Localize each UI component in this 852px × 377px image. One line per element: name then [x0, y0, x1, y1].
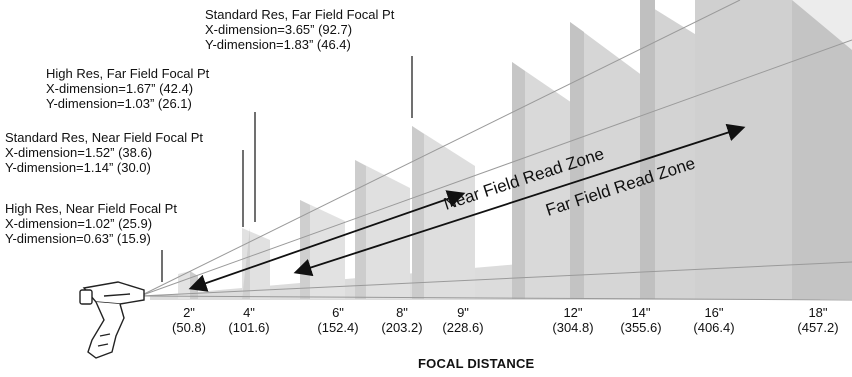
- tick-mm: (101.6): [228, 320, 270, 335]
- tick-inch: 8": [396, 305, 408, 320]
- panel-18in-dark: [792, 0, 852, 299]
- tick-mm: (304.8): [552, 320, 594, 335]
- callout-y-dimension: Y-dimension=1.14” (30.0): [5, 160, 151, 175]
- callout-title: High Res, Near Field Focal Pt: [5, 201, 177, 216]
- panel-16in-dark: [640, 0, 655, 299]
- tick-inch: 12": [563, 305, 583, 320]
- tick-9in: 9" (228.6): [431, 305, 495, 335]
- callout-title: Standard Res, Near Field Focal Pt: [5, 130, 203, 145]
- panel-2in-light: [178, 271, 190, 299]
- callout-title: High Res, Far Field Focal Pt: [46, 66, 210, 81]
- scanner-icon: [79, 281, 145, 359]
- callout-y-dimension: Y-dimension=1.03” (26.1): [46, 96, 192, 111]
- callout-x-dimension: X-dimension=1.02” (25.9): [5, 216, 153, 231]
- tick-2in: 2" (50.8): [157, 305, 221, 335]
- callout-x-dimension: X-dimension=1.67” (42.4): [46, 81, 194, 96]
- callout-hi-near: High Res, Near Field Focal Pt X-dimensio…: [5, 201, 177, 246]
- tick-18in: 18" (457.2): [786, 305, 850, 335]
- panel-9in-dark: [412, 126, 424, 299]
- tick-12in: 12" (304.8): [541, 305, 605, 335]
- tick-6in: 6" (152.4): [306, 305, 370, 335]
- tick-mm: (355.6): [620, 320, 662, 335]
- tick-16in: 16" (406.4): [682, 305, 746, 335]
- callout-std-far: Standard Res, Far Field Focal Pt X-dimen…: [205, 7, 394, 52]
- tick-inch: 2": [183, 305, 195, 320]
- tick-8in: 8" (203.2): [370, 305, 434, 335]
- tick-inch: 6": [332, 305, 344, 320]
- callout-x-dimension: X-dimension=1.52” (38.6): [5, 145, 153, 160]
- tick-mm: (457.2): [797, 320, 839, 335]
- callout-y-dimension: Y-dimension=1.83” (46.4): [205, 37, 351, 52]
- axis-title: FOCAL DISTANCE: [418, 356, 535, 371]
- tick-mm: (228.6): [442, 320, 484, 335]
- tick-inch: 16": [704, 305, 724, 320]
- callout-x-dimension: X-dimension=3.65” (92.7): [205, 22, 353, 37]
- panel-18in-light: [695, 0, 792, 299]
- tick-inch: 4": [243, 305, 255, 320]
- tick-14in: 14" (355.6): [609, 305, 673, 335]
- tick-mm: (50.8): [172, 320, 206, 335]
- tick-4in: 4" (101.6): [217, 305, 281, 335]
- callout-title: Standard Res, Far Field Focal Pt: [205, 7, 395, 22]
- callout-y-dimension: Y-dimension=0.63” (15.9): [5, 231, 151, 246]
- tick-inch: 9": [457, 305, 469, 320]
- callout-std-near: Standard Res, Near Field Focal Pt X-dime…: [5, 130, 203, 175]
- tick-mm: (406.4): [693, 320, 735, 335]
- tick-inch: 14": [631, 305, 651, 320]
- tick-mm: (152.4): [317, 320, 359, 335]
- callout-hi-far: High Res, Far Field Focal Pt X-dimension…: [46, 66, 209, 111]
- tick-inch: 18": [808, 305, 828, 320]
- tick-mm: (203.2): [381, 320, 423, 335]
- far-zone-arrow: [293, 123, 746, 277]
